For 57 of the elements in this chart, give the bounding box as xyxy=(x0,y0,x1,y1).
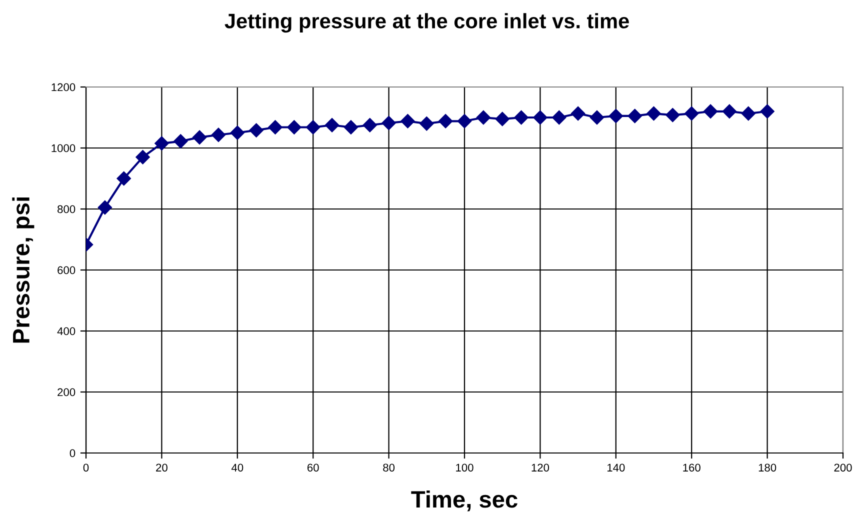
y-axis-title: Pressure, psi xyxy=(12,198,34,343)
point xyxy=(684,106,699,121)
point xyxy=(382,116,396,130)
point xyxy=(457,114,472,128)
point xyxy=(268,120,282,134)
x-tick-label: 80 xyxy=(383,464,395,472)
x-tick-label: 160 xyxy=(683,464,700,472)
x-tick-label: 60 xyxy=(307,464,319,472)
y-tick-label: 400 xyxy=(57,327,76,336)
y-tick-label: 600 xyxy=(58,266,76,274)
point xyxy=(703,104,718,118)
y-tick-label: 800 xyxy=(58,205,76,214)
x-tick-label: 20 xyxy=(156,464,168,472)
point xyxy=(590,110,604,125)
x-tick-label: 100 xyxy=(456,464,474,472)
x-tick-label: 180 xyxy=(758,464,776,472)
point xyxy=(306,120,320,134)
point xyxy=(154,136,169,151)
point xyxy=(495,112,510,126)
point xyxy=(174,134,188,148)
point xyxy=(136,150,150,164)
x-tick-label: 200 xyxy=(834,464,852,472)
point xyxy=(420,116,434,131)
point xyxy=(608,108,623,124)
point xyxy=(533,110,548,125)
x-tick-label: 0 xyxy=(83,464,89,472)
point xyxy=(324,118,340,132)
point xyxy=(514,110,528,125)
point xyxy=(570,106,586,121)
point xyxy=(344,120,358,134)
point xyxy=(249,123,264,138)
point xyxy=(230,126,244,140)
point xyxy=(400,114,415,128)
point xyxy=(362,118,377,132)
x-tick-label: 120 xyxy=(532,464,550,472)
point xyxy=(552,110,566,125)
y-tick-label: 1200 xyxy=(52,83,76,92)
point xyxy=(722,104,737,118)
point xyxy=(287,120,302,134)
y-tick-label: 1000 xyxy=(52,144,76,152)
point xyxy=(98,200,112,215)
point xyxy=(476,110,491,125)
point xyxy=(646,106,661,121)
x-axis-title: Time, sec xyxy=(411,490,518,512)
chart-title: Jetting pressure at the core inlet vs. time xyxy=(224,13,629,33)
y-tick-label: 200 xyxy=(58,388,76,396)
x-tick-label: 140 xyxy=(607,464,625,472)
x-tick-label: 40 xyxy=(231,464,244,472)
point xyxy=(211,128,226,142)
point xyxy=(760,104,774,118)
point xyxy=(116,171,131,186)
point xyxy=(438,114,453,128)
point xyxy=(666,108,680,122)
point xyxy=(741,106,756,121)
point xyxy=(628,108,642,124)
point xyxy=(192,130,207,144)
y-tick-label: 0 xyxy=(70,449,76,458)
